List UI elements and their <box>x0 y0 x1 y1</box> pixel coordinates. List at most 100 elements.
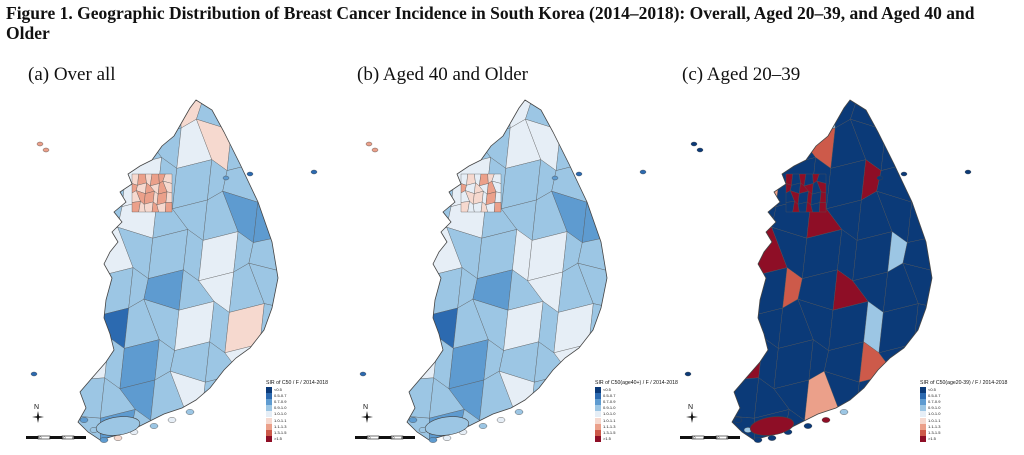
island <box>478 423 488 429</box>
islet <box>684 371 692 377</box>
district-region <box>591 121 607 165</box>
scale-tick-60: 60 <box>390 435 395 440</box>
islet <box>371 147 379 153</box>
legend-item: 1.1-1.3 <box>595 423 615 430</box>
legend-label: 1.0-1.0 <box>603 411 616 417</box>
district-region <box>420 125 461 167</box>
scale-bar: 0 20 40 60 80 km <box>680 428 740 442</box>
legend-item: 0.9-1.0 <box>920 405 940 412</box>
legend-label: 0.7-0.9 <box>928 399 941 405</box>
district-region <box>257 100 278 129</box>
legend-swatch <box>920 387 926 394</box>
legend-swatch <box>266 435 272 442</box>
district-region <box>913 303 932 345</box>
mainland-regions <box>732 100 932 440</box>
islet <box>30 371 38 377</box>
legend-label: 1.0-1.0 <box>274 411 287 417</box>
islet <box>222 175 230 181</box>
legend-label: 1.1-1.3 <box>928 423 941 429</box>
scale-tick-80: 80 km <box>72 435 83 440</box>
scale-tick-60: 60 <box>715 435 720 440</box>
islet <box>690 141 698 147</box>
capital-district-region <box>165 202 173 213</box>
district-region <box>732 377 759 419</box>
district-region <box>78 195 107 237</box>
legend-item: 0.5-0.7 <box>920 393 941 400</box>
district-region <box>885 413 913 440</box>
legend-swatch <box>266 411 272 418</box>
legend-item: <0.5 <box>266 387 286 394</box>
legend-label: >1.5 <box>603 435 611 441</box>
legend-swatch <box>920 405 926 412</box>
legend-swatch <box>595 429 601 436</box>
capital-district-region <box>819 191 827 203</box>
district-region <box>420 154 456 207</box>
legend-item: 1.0-1.0 <box>266 411 287 418</box>
district-region <box>780 100 808 138</box>
figure-title: Figure 1. Geographic Distribution of Bre… <box>6 3 975 43</box>
district-region <box>407 100 430 135</box>
district-region <box>91 154 127 207</box>
legend-item: 1.3-1.5 <box>595 429 616 436</box>
legend-item: 1.0-1.0 <box>595 411 616 418</box>
scale-tick-40: 40 <box>378 435 383 440</box>
islet <box>900 171 908 177</box>
mainland-outline <box>406 99 608 441</box>
legend-swatch <box>920 393 926 400</box>
north-arrow-icon: N <box>685 404 699 425</box>
district-region <box>226 121 267 171</box>
islet <box>696 147 704 153</box>
district-region <box>255 343 278 385</box>
district-region <box>78 271 99 318</box>
district-region <box>407 377 434 419</box>
island <box>496 417 506 423</box>
scale-tick-40: 40 <box>49 435 54 440</box>
legend-item: 0.7-0.9 <box>266 399 286 406</box>
district-region <box>854 413 891 440</box>
legend-list: <0.5 0.5-0.7 0.7-0.9 0.9-1.0 1.0-1.0 1.0-1.1 1… <box>920 387 940 442</box>
legend-label: >1.5 <box>274 435 282 441</box>
district-region <box>560 100 596 131</box>
island <box>733 417 743 423</box>
islet <box>359 371 367 377</box>
island <box>408 417 418 423</box>
map-panel-overall: (a) Over all SIR of C50 / F / 2014-2018 … <box>14 62 344 452</box>
legend-item: 0.9-1.0 <box>266 405 287 412</box>
district-region <box>78 377 105 419</box>
legend-swatch <box>920 435 926 442</box>
district-region <box>582 199 607 243</box>
legend-label: 0.5-0.7 <box>928 393 941 399</box>
district-region <box>253 199 278 243</box>
legend-item: 1.1-1.3 <box>266 423 286 430</box>
mainland-regions <box>78 100 278 440</box>
islet <box>246 171 254 177</box>
legend-swatch <box>266 423 272 430</box>
islet <box>365 141 373 147</box>
scale-tick-80: 80 km <box>726 435 737 440</box>
district-region <box>257 161 278 203</box>
legend-item: 0.9-1.0 <box>595 405 615 412</box>
island <box>99 437 109 443</box>
district-region <box>588 303 607 345</box>
district-region <box>145 100 182 138</box>
mainland-outline <box>731 99 933 441</box>
district-region <box>732 271 753 318</box>
legend-swatch <box>595 435 601 442</box>
choropleth-map <box>684 99 972 443</box>
legend-swatch <box>595 405 601 412</box>
district-region <box>885 100 921 131</box>
mainland-regions <box>407 100 607 440</box>
mainland-outline <box>77 99 279 441</box>
legend-label: 0.9-1.0 <box>274 405 287 411</box>
island <box>753 437 763 443</box>
district-region <box>78 127 97 165</box>
district-region <box>564 373 585 426</box>
legend-swatch <box>266 387 272 394</box>
legend-title: SIR of C50 / F / 2014-2018 <box>266 380 328 386</box>
jeju-island <box>749 416 795 436</box>
legend-label: 1.0-1.1 <box>603 417 616 423</box>
legend-label: >1.5 <box>928 435 936 441</box>
legend-label: 1.3-1.5 <box>603 429 616 435</box>
scale-tick-20: 20 <box>37 435 42 440</box>
islet <box>639 169 647 175</box>
